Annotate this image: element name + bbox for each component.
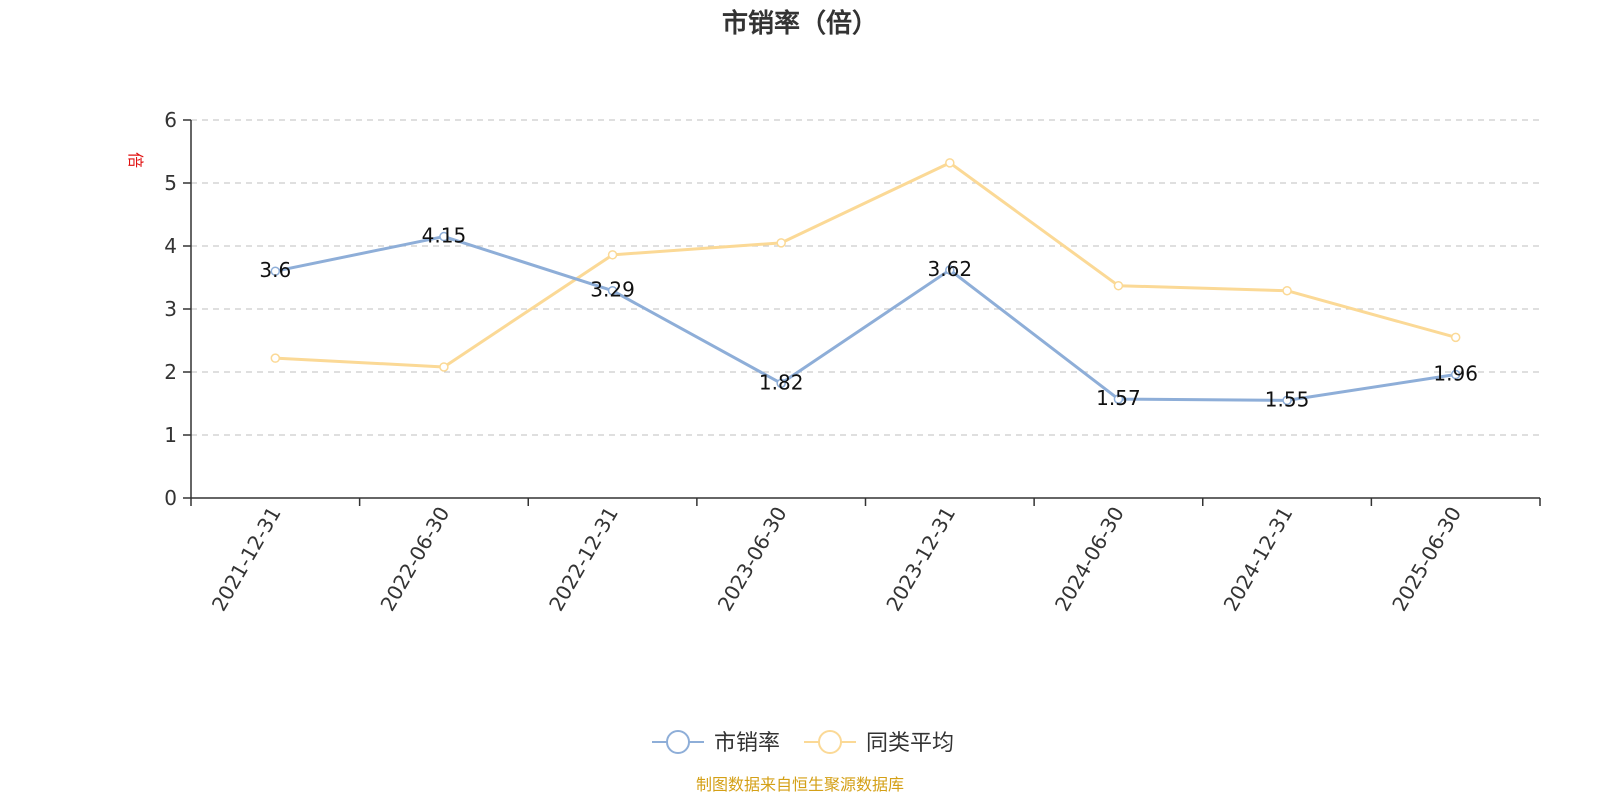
data-label: 1.96 [1433,362,1478,386]
data-point [945,265,955,275]
data-label: 1.57 [1096,386,1141,410]
data-point [1282,395,1292,406]
y-tick-label: 5 [164,171,177,195]
y-tick-label: 6 [164,108,177,132]
legend[interactable]: 市销率 同类平均 [652,730,954,756]
legend-item[interactable]: 市销率 [652,730,780,756]
x-tick-labels: 2021-12-31 2022-06-30 2022-12-31 2023-06-30… [207,503,1466,616]
x-tick-label: 2022-06-30 [375,503,454,616]
y-tick-label: 3 [164,297,177,321]
y-tick-label: 4 [164,234,177,258]
data-labels: 3.6 4.15 3.29 1.82 3.62 1.57 1.55 1.96 [259,224,1478,412]
y-tick-label: 2 [164,360,177,384]
legend-item[interactable]: 同类平均 [804,730,954,756]
grid-lines [191,119,1540,436]
x-tick-label: 2022-12-31 [544,503,623,616]
x-tick-label: 2024-06-30 [1050,503,1129,616]
series-line [275,235,1456,402]
data-point [776,378,786,389]
series-lines [270,158,1461,406]
x-tick-label: 2025-06-30 [1387,503,1466,616]
data-point [439,231,449,242]
legend-swatch-marker [818,730,842,754]
legend-swatch-marker [666,730,690,754]
data-point [1113,394,1124,404]
data-label: 1.55 [1265,387,1310,411]
data-point [776,238,786,248]
legend-label: 市销率 [714,731,780,756]
data-point [607,250,618,260]
data-point [945,158,955,168]
y-axis-unit-label: 倍 [126,152,145,168]
data-point [1450,332,1461,343]
data-point [270,353,281,363]
series-line [275,161,1457,369]
data-label: 3.6 [259,258,291,282]
y-tick-label: 1 [164,423,177,447]
y-tick-label: 0 [164,486,177,510]
data-point [1450,369,1461,380]
axes [183,119,1541,506]
data-point [1282,285,1292,296]
data-point [439,362,449,372]
x-tick-label: 2024-12-31 [1218,503,1297,616]
x-tick-label: 2021-12-31 [207,503,286,616]
chart-title: 市销率（倍） [722,8,878,39]
y-tick-labels: 0 1 2 3 4 5 6 [164,108,177,510]
data-label: 3.29 [590,278,635,302]
data-label: 1.82 [759,370,804,394]
data-point [607,285,618,296]
legend-label: 同类平均 [866,731,954,756]
source-note: 制图数据来自恒生聚源数据库 [696,775,904,794]
data-label: 4.15 [422,224,467,248]
data-point [1113,280,1124,291]
x-tick-label: 2023-12-31 [881,503,960,616]
x-tick-label: 2023-06-30 [713,503,792,616]
data-point [270,266,281,276]
data-label: 3.62 [928,257,973,281]
